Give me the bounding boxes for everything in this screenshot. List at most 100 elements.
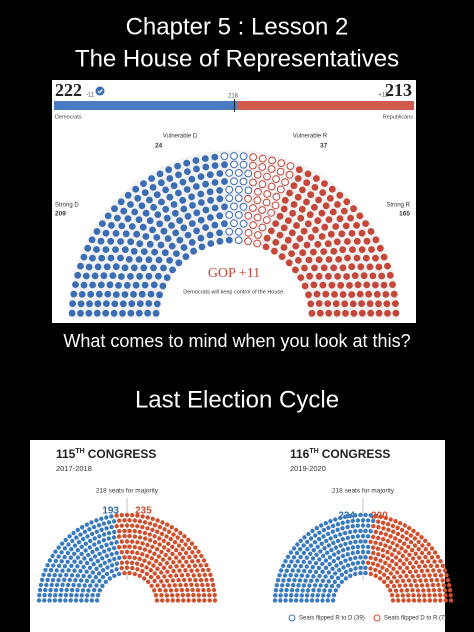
seat-dot — [90, 579, 96, 584]
seat-dot — [309, 578, 314, 583]
seat-dot — [175, 535, 180, 540]
seat-dot — [136, 240, 144, 248]
seat-dot — [168, 222, 175, 229]
seat-dot — [403, 549, 408, 554]
seat-dot — [438, 573, 444, 578]
seat-dot — [315, 593, 320, 598]
seat-dot — [384, 262, 391, 270]
seat-dot — [112, 529, 117, 535]
seat-dot — [73, 598, 79, 603]
seat-dot — [180, 205, 188, 213]
seat-dot — [301, 264, 308, 272]
seat-dot — [106, 520, 112, 525]
legend-swatch — [373, 614, 381, 622]
seat-dot — [408, 583, 414, 588]
seat-dot — [155, 256, 163, 264]
seat-dot — [305, 573, 310, 579]
seat-dot — [425, 583, 430, 588]
seat-dot — [276, 212, 284, 220]
seat-dot — [202, 224, 210, 231]
seat-dot — [156, 575, 161, 580]
seat-dot — [300, 588, 305, 593]
seat-dot — [308, 309, 316, 317]
seat-dot — [185, 587, 190, 593]
seat-dot — [93, 575, 99, 580]
seat-dot — [107, 558, 112, 563]
seat-dot — [170, 544, 175, 549]
seat-dot — [135, 256, 143, 263]
seat-dot — [75, 588, 80, 593]
seat-dot — [63, 598, 68, 603]
congress-title: 116TH CONGRESS — [290, 447, 390, 461]
seat-dot — [320, 578, 326, 583]
seat-dot — [167, 583, 172, 588]
seat-dot — [333, 588, 338, 593]
seat-dot — [321, 527, 327, 533]
seat-dot — [339, 246, 347, 254]
seat-dot — [119, 565, 124, 571]
seat-dot — [195, 588, 201, 593]
seat-dot — [431, 588, 437, 593]
seat-dot — [314, 240, 322, 248]
seat-dot — [317, 530, 322, 535]
seat-dot — [85, 593, 90, 598]
seat-dot — [253, 213, 262, 222]
seat-dot — [51, 563, 56, 568]
seat-dot — [119, 539, 125, 544]
seat-dot — [101, 568, 106, 573]
seat-dot — [330, 264, 338, 272]
seat-dot — [179, 587, 185, 593]
seat-dot — [366, 300, 374, 308]
seat-dot — [100, 272, 108, 280]
seat-dot — [140, 248, 148, 256]
seat-dot — [161, 583, 166, 588]
seat-dot — [316, 588, 322, 593]
seat-dot — [373, 573, 378, 578]
seat-dot — [375, 263, 383, 271]
seat-dot — [278, 253, 286, 260]
seat-dot — [81, 564, 86, 570]
seat-dot — [306, 211, 314, 219]
seat-dot — [281, 563, 286, 568]
seat-dot — [400, 553, 405, 559]
seat-dot — [275, 578, 281, 583]
seat-dot — [166, 175, 174, 182]
seat-dot — [397, 565, 403, 570]
seat-dot — [122, 544, 127, 549]
seat-dot — [164, 235, 172, 243]
seat-dot — [396, 550, 401, 555]
seat-dot — [144, 565, 149, 570]
seat-dot — [191, 598, 197, 603]
seat-dot — [320, 561, 325, 567]
seat-dot — [207, 214, 214, 221]
seat-dot — [311, 548, 316, 553]
seat-dot — [406, 544, 411, 549]
seat-dot — [343, 558, 348, 563]
seat-dot — [391, 566, 396, 571]
seat-dot — [368, 529, 373, 534]
seat-dot — [130, 291, 137, 298]
seat-dot — [366, 263, 374, 271]
seat-dot — [355, 523, 360, 528]
seat-dot — [109, 514, 114, 519]
seat-dot — [378, 576, 383, 581]
seat-dot — [382, 291, 390, 298]
seat-dot — [426, 550, 432, 556]
seat-dot — [378, 530, 384, 536]
seat-dot — [347, 214, 354, 222]
seat-dot — [272, 598, 278, 603]
seat-dot — [163, 274, 171, 281]
seat-dot — [332, 223, 340, 230]
seat-dot — [329, 208, 337, 216]
seat-dot — [399, 546, 404, 551]
seat-dot — [117, 518, 122, 523]
section-title: Last Election Cycle — [135, 386, 339, 413]
seat-dot — [69, 573, 75, 578]
seat-dot — [249, 161, 257, 170]
seat-dot — [363, 555, 368, 560]
seat-dot — [301, 282, 309, 290]
seat-dot — [77, 300, 85, 308]
seat-dot — [298, 538, 303, 543]
seat-dot — [393, 588, 399, 593]
seat-dot — [328, 519, 333, 524]
